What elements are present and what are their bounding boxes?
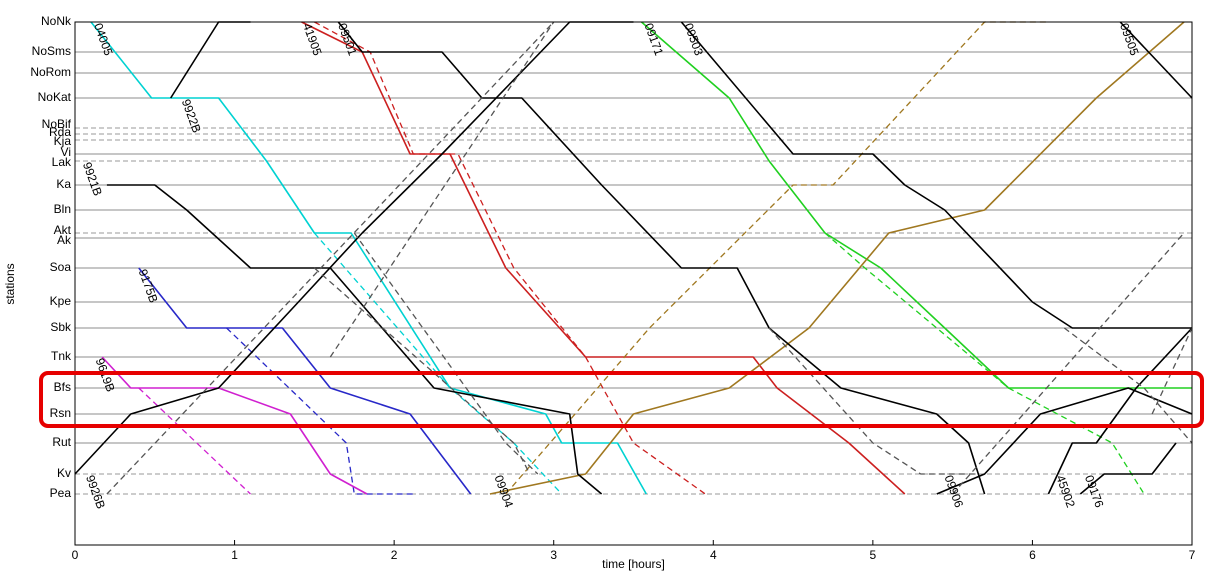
train-path-26	[952, 232, 1185, 495]
x-tick-label: 2	[391, 548, 398, 562]
station-label-soa: Soa	[50, 260, 72, 274]
station-label-nokat: NoKat	[38, 90, 72, 104]
x-tick-label: 3	[550, 548, 557, 562]
station-label-norom: NoRom	[30, 65, 71, 79]
train-path-3	[314, 21, 706, 495]
highlight-box	[39, 371, 1204, 428]
train-path-20	[1079, 442, 1177, 495]
train-path-23	[313, 267, 531, 475]
x-tick-label: 0	[72, 548, 79, 562]
x-tick-label: 6	[1029, 548, 1036, 562]
x-tick-label: 4	[710, 548, 717, 562]
station-label-bln: Bln	[54, 202, 71, 216]
station-label-bfs: Bfs	[54, 380, 71, 394]
station-label-rsn: Rsn	[50, 406, 71, 420]
train-path-9	[824, 232, 1145, 495]
station-label-sbk: Sbk	[50, 320, 72, 334]
station-label-tnk: Tnk	[51, 349, 72, 363]
train-path-22	[329, 21, 555, 358]
train-path-11	[505, 21, 1049, 495]
train-path-7	[138, 387, 251, 495]
train-label-9175B: 9175B	[136, 267, 161, 304]
train-path-10	[489, 21, 1185, 495]
station-label-akt: Akt	[54, 223, 72, 237]
station-label-lak: Lak	[52, 155, 72, 169]
plot-frame	[74, 21, 1193, 546]
train-labels: 04005 419059175B9619B09171099049922B9921B…	[80, 21, 1142, 510]
x-tick-label: 5	[870, 548, 877, 562]
train-paths	[74, 21, 1193, 495]
train-path-14	[337, 21, 986, 495]
x-tick-label: 1	[231, 548, 238, 562]
train-path-17	[74, 21, 634, 475]
train-path-5	[226, 327, 414, 495]
station-label-nobif: NoBif	[42, 117, 72, 131]
train-path-21	[106, 21, 555, 495]
x-tick-label: 7	[1189, 548, 1196, 562]
train-path-24	[353, 232, 539, 475]
train-path-28	[1151, 327, 1193, 415]
train-label-9926B: 9926B	[83, 473, 108, 510]
train-path-1	[313, 232, 563, 495]
train-label-09904: 09904	[492, 473, 517, 509]
station-label-nosms: NoSms	[32, 44, 71, 58]
train-label-9922B: 9922B	[179, 97, 204, 134]
station-label-kv: Kv	[57, 466, 71, 480]
train-path-2	[301, 21, 906, 495]
station-label-nonk: NoNk	[41, 14, 72, 28]
train-path-16	[1119, 21, 1193, 99]
station-label-rda: Rda	[49, 125, 71, 139]
station-label-pea: Pea	[50, 486, 72, 500]
station-label-ka: Ka	[56, 177, 71, 191]
x-axis-label: time [hours]	[602, 557, 665, 571]
train-path-18	[936, 387, 1193, 495]
time-axis: 0 1 2 3 4 5 6 7	[72, 540, 1196, 562]
train-path-8	[640, 21, 1192, 389]
train-label-45902: 45902	[1053, 473, 1078, 509]
station-label-rut: Rut	[52, 435, 71, 449]
station-label-ak: Ak	[57, 233, 72, 247]
station-grid	[75, 21, 1192, 495]
station-label-vi: Vi	[61, 145, 71, 159]
train-label-09176: 09176	[1082, 473, 1107, 509]
station-label-kja: Kja	[54, 134, 72, 148]
train-label-09906: 09906	[942, 473, 967, 509]
train-path-25	[768, 327, 977, 475]
train-path-19	[1047, 327, 1193, 495]
train-path-15	[680, 21, 1192, 329]
train-path-0	[90, 21, 647, 495]
train-path-6	[101, 356, 368, 495]
y-axis-label: stations	[3, 263, 17, 304]
station-label-kpe: Kpe	[50, 294, 72, 308]
train-path-27	[1063, 327, 1193, 444]
train-path-12	[170, 21, 251, 99]
train-label-9921B: 9921B	[80, 160, 105, 197]
train-path-13	[106, 184, 603, 495]
